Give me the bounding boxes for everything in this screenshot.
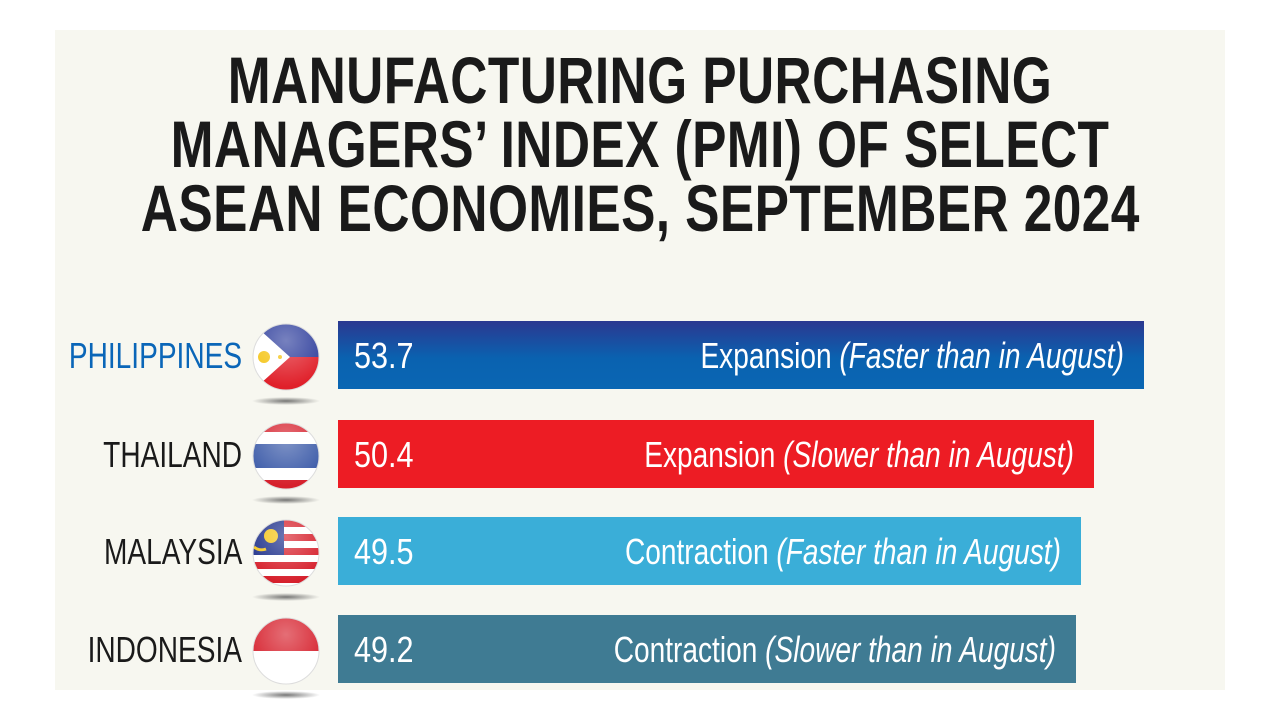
status-text: Expansion — [644, 434, 784, 475]
chart-title: MANUFACTURING PURCHASING MANAGERS’ INDEX… — [0, 43, 1280, 245]
status-text: Expansion — [699, 335, 839, 376]
category-label: MALAYSIA — [103, 531, 242, 572]
category-label: INDONESIA — [87, 629, 242, 670]
malaysia-flag-icon — [252, 519, 320, 601]
category-label: PHILIPPINES — [68, 335, 242, 376]
bar: 49.2 Contraction (Slower than in August) — [338, 615, 1076, 683]
title-line-1: MANUFACTURING PURCHASING — [227, 43, 1053, 117]
indonesia-flag-icon — [252, 617, 320, 699]
status-label: Contraction (Faster than in August) — [625, 531, 1061, 573]
value-label: 49.2 — [354, 629, 414, 670]
bar: 50.4 Expansion (Slower than in August) — [338, 420, 1094, 488]
status-label: Expansion (Faster than in August) — [700, 335, 1124, 377]
bar-row-indonesia: INDONESIA 49.2 Contraction (Slower than in… — [0, 615, 1280, 699]
status-label: Contraction (Slower than in August) — [614, 629, 1056, 671]
status-note: (Faster than in August) — [775, 531, 1061, 572]
title-line-2: MANAGERS’ INDEX (PMI) OF SELECT — [170, 107, 1110, 181]
bar: 53.7 Expansion (Faster than in August) — [338, 321, 1144, 389]
value-label: 49.5 — [354, 531, 414, 572]
title-line-3: ASEAN ECONOMIES, SEPTEMBER 2024 — [140, 171, 1140, 245]
status-text: Contraction — [624, 531, 776, 572]
value-label: 53.7 — [354, 335, 414, 376]
status-note: (Faster than in August) — [838, 335, 1124, 376]
bar-row-malaysia: MALAYSIA 49.5 Contraction (Faster than in … — [0, 517, 1280, 601]
value-label: 50.4 — [354, 434, 414, 475]
category-label: THAILAND — [103, 434, 242, 475]
bar-row-philippines: PHILIPPINES 53.7 Expansion (Faster than in… — [0, 321, 1280, 405]
status-note: (Slower than in August) — [783, 434, 1074, 475]
bar: 49.5 Contraction (Faster than in August) — [338, 517, 1081, 585]
thailand-flag-icon — [252, 422, 320, 504]
bar-row-thailand: THAILAND 50.4 Expansion (Slower than in Au… — [0, 420, 1280, 504]
status-label: Expansion (Slower than in August) — [644, 434, 1074, 476]
philippines-flag-icon — [252, 323, 320, 405]
status-text: Contraction — [613, 629, 766, 670]
status-note: (Slower than in August) — [765, 629, 1056, 670]
